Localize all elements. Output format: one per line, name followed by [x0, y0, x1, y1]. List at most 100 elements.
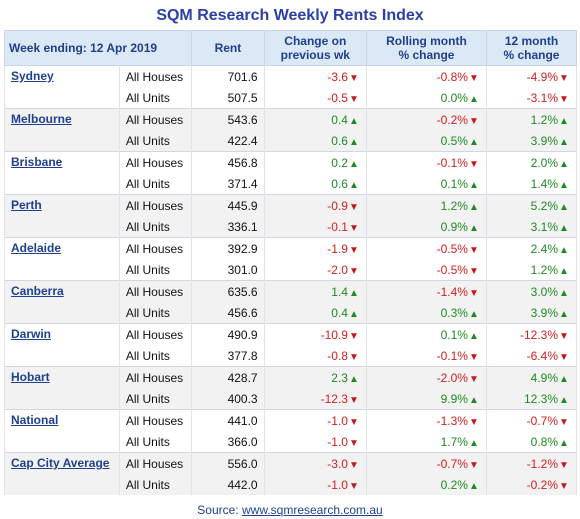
table-row: National All Houses 441.0 -1.0▼ -1.3%▼ -0.7%▼ [4, 409, 578, 453]
property-type: All Units [118, 130, 193, 152]
table-row: All Units 442.0 -1.0▼ 0.2%▲ -0.2%▼ [5, 474, 578, 495]
change-wk-cell: 1.4▲ [263, 280, 367, 302]
down-arrow-icon: ▼ [349, 394, 359, 406]
change-wk-cell: 0.4▲ [263, 302, 367, 324]
change-wk-cell: -3.0▼ [263, 452, 367, 474]
rolling-month-cell: 0.0%▲ [365, 87, 487, 109]
change-wk-cell-value: 1.4 [331, 284, 348, 299]
up-arrow-icon: ▲ [469, 201, 479, 213]
change-wk-cell: 0.2▲ [263, 151, 367, 173]
rent-value: 336.1 [191, 216, 265, 238]
source-link[interactable]: www.sqmresearch.com.au [241, 503, 383, 517]
up-arrow-icon: ▲ [559, 244, 569, 256]
twelve-month-cell: 1.4%▲ [485, 173, 578, 195]
down-arrow-icon: ▼ [349, 416, 359, 428]
down-arrow-icon: ▼ [349, 265, 359, 277]
twelve-month-cell: -0.7%▼ [485, 409, 578, 431]
up-arrow-icon: ▲ [559, 201, 569, 213]
down-arrow-icon: ▼ [559, 459, 569, 471]
twelve-month-cell-value: -6.4% [526, 348, 558, 363]
up-arrow-icon: ▲ [349, 158, 359, 170]
city-link[interactable]: Adelaide [4, 237, 120, 281]
up-arrow-icon: ▲ [559, 115, 569, 127]
city-link[interactable]: Hobart [4, 366, 120, 410]
up-arrow-icon: ▲ [349, 308, 359, 320]
city-link[interactable]: Brisbane [4, 151, 120, 195]
change-wk-cell: -1.0▼ [263, 474, 367, 495]
change-wk-cell: -1.9▼ [263, 237, 367, 259]
table-row: All Units 371.4 0.6▲ 0.1%▲ 1.4%▲ [5, 173, 578, 195]
change-wk-cell: -12.3▼ [263, 388, 367, 410]
city-link[interactable]: Sydney [4, 65, 120, 109]
twelve-month-cell: 2.4%▲ [485, 237, 578, 259]
rolling-month-cell: 0.2%▲ [365, 474, 487, 495]
twelve-month-cell-value: 2.0% [530, 155, 558, 170]
up-arrow-icon: ▲ [349, 373, 359, 385]
twelve-month-cell-value: 1.2% [530, 112, 558, 127]
city-link[interactable]: Perth [4, 194, 120, 238]
rolling-month-cell-value: 0.1% [440, 327, 468, 342]
rolling-month-cell-value: 0.3% [440, 305, 468, 320]
change-wk-cell: -0.9▼ [263, 194, 367, 216]
up-arrow-icon: ▲ [349, 115, 359, 127]
twelve-month-cell-value: 3.1% [530, 219, 558, 234]
rent-value: 400.3 [191, 388, 265, 410]
rolling-month-cell: -0.1%▼ [365, 151, 487, 173]
table-header: Week ending: 12 Apr 2019 Rent Change on … [3, 30, 578, 66]
down-arrow-icon: ▼ [349, 244, 359, 256]
up-arrow-icon: ▲ [469, 308, 479, 320]
up-arrow-icon: ▲ [559, 265, 569, 277]
rent-value: 635.6 [191, 280, 265, 302]
property-type: All Units [118, 259, 193, 281]
change-wk-cell-value: -2.0 [327, 262, 348, 277]
twelve-month-cell: 3.1%▲ [485, 216, 578, 238]
city-link[interactable]: National [4, 409, 120, 453]
down-arrow-icon: ▼ [559, 93, 569, 105]
change-wk-cell: -3.6▼ [263, 65, 367, 87]
table-row: All Units 422.4 0.6▲ 0.5%▲ 3.9%▲ [5, 130, 578, 152]
up-arrow-icon: ▲ [559, 136, 569, 148]
property-type: All Houses [118, 108, 193, 130]
twelve-month-cell: 5.2%▲ [485, 194, 578, 216]
rent-value: 428.7 [191, 366, 265, 388]
change-wk-cell-value: -12.3 [320, 391, 348, 406]
down-arrow-icon: ▼ [559, 330, 569, 342]
table-row: All Units 336.1 -0.1▼ 0.9%▲ 3.1%▲ [5, 216, 578, 238]
twelve-month-cell-value: -4.9% [526, 69, 558, 84]
rent-value: 543.6 [191, 108, 265, 130]
table-row: Perth All Houses 445.9 -0.9▼ 1.2%▲ 5.2%▲ [4, 194, 578, 238]
table-row: Darwin All Houses 490.9 -10.9▼ 0.1%▲ -12.3%▼ [4, 323, 578, 367]
rolling-month-cell: 1.7%▲ [365, 431, 487, 453]
change-wk-cell-value: 0.6 [331, 133, 348, 148]
twelve-month-cell-value: 4.9% [530, 370, 558, 385]
table-row: Cap City Average All Houses 556.0 -3.0▼ -0.7… [4, 452, 578, 495]
rolling-month-cell-value: 0.2% [440, 477, 468, 492]
city-link[interactable]: Canberra [4, 280, 120, 324]
city-link[interactable]: Darwin [4, 323, 120, 367]
up-arrow-icon: ▲ [469, 330, 479, 342]
city-link[interactable]: Melbourne [4, 108, 120, 152]
up-arrow-icon: ▲ [559, 308, 569, 320]
rolling-line1: Rolling month [386, 34, 467, 48]
down-arrow-icon: ▼ [349, 459, 359, 471]
twelve-month-cell: 1.2%▲ [485, 259, 578, 281]
rolling-month-cell-value: 0.0% [440, 90, 468, 105]
up-arrow-icon: ▲ [349, 287, 359, 299]
rent-value: 301.0 [191, 259, 265, 281]
rent-value: 456.6 [191, 302, 265, 324]
rent-value: 445.9 [191, 194, 265, 216]
down-arrow-icon: ▼ [469, 115, 479, 127]
up-arrow-icon: ▲ [559, 179, 569, 191]
rolling-month-cell-value: -0.1% [436, 155, 468, 170]
city-link[interactable]: Cap City Average [4, 452, 120, 495]
change-wk-cell: 0.4▲ [263, 108, 367, 130]
down-arrow-icon: ▼ [559, 416, 569, 428]
rent-value: 507.5 [191, 87, 265, 109]
rolling-month-cell-value: 1.7% [440, 434, 468, 449]
twelve-month-cell-value: 0.8% [530, 434, 558, 449]
up-arrow-icon: ▲ [469, 136, 479, 148]
source-line: Source: www.sqmresearch.com.au [0, 502, 580, 518]
twelve-month-cell: -6.4%▼ [485, 345, 578, 367]
rolling-month-cell-value: -0.1% [436, 348, 468, 363]
rolling-month-cell: -0.5%▼ [365, 259, 487, 281]
